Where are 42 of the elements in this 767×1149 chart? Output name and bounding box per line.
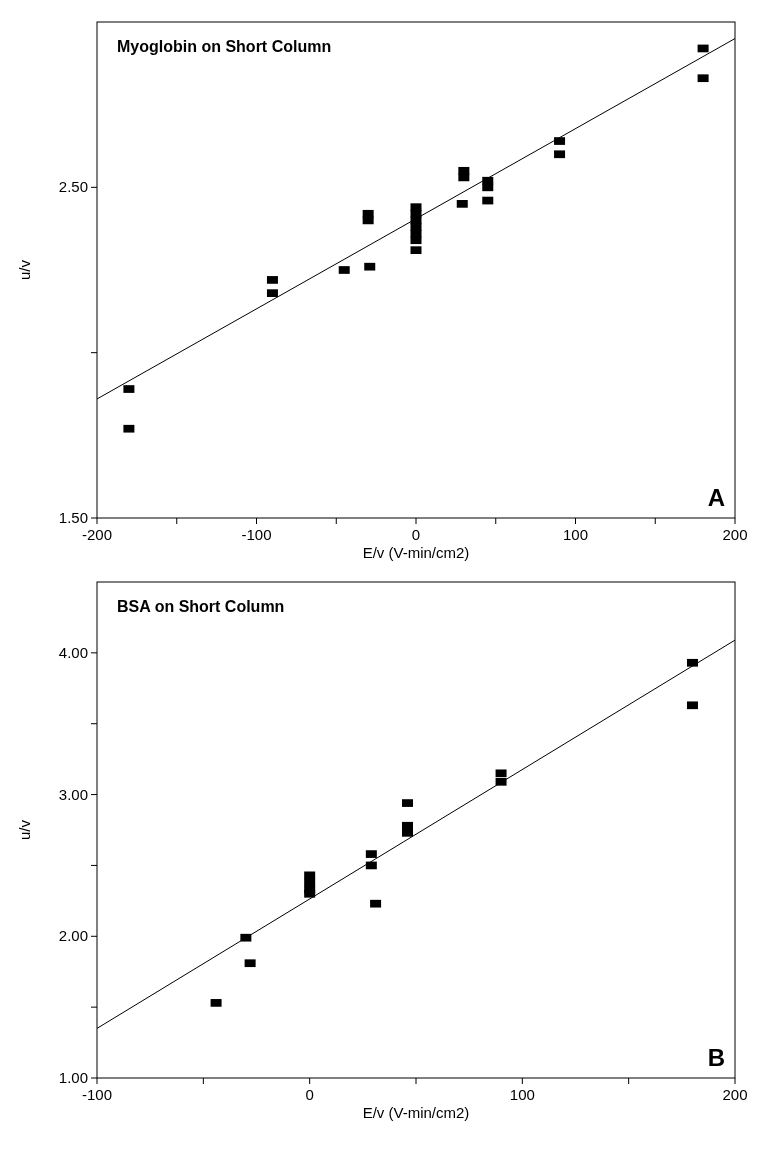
y-tick-label: 2.00 [58, 927, 88, 945]
point [697, 44, 709, 53]
point [482, 183, 494, 192]
y-tick-label: 1.00 [58, 1069, 88, 1086]
point [401, 821, 413, 830]
y-axis-title: u/v [16, 819, 33, 841]
y-tick-label: 2.50 [58, 178, 88, 196]
point [410, 236, 422, 245]
x-tick-label: 100 [562, 526, 589, 543]
y-tick-label: 1.50 [58, 509, 88, 526]
point [554, 150, 566, 159]
annotation: Myoglobin on Short Column [117, 38, 332, 55]
point [370, 899, 382, 908]
x-axis-title: E/v (V-min/cm2) [362, 544, 470, 561]
point [362, 216, 374, 225]
x-tick-label: 0 [305, 1086, 314, 1103]
point [304, 871, 316, 880]
x-tick-label: -100 [81, 1086, 113, 1103]
x-tick-label: 100 [509, 1086, 535, 1103]
point [482, 196, 494, 205]
point [364, 262, 376, 271]
x-tick-label: 200 [722, 526, 748, 543]
y-tick-label: 4.00 [58, 643, 88, 661]
x-tick-label: -200 [81, 526, 113, 543]
x-tick-label: 200 [722, 1086, 748, 1103]
point [304, 889, 316, 898]
point [495, 769, 507, 778]
point [244, 959, 256, 968]
point [401, 828, 413, 837]
annotation: A [707, 484, 725, 511]
y-tick-label: 3.00 [58, 785, 88, 803]
point [697, 74, 709, 83]
x-axis-title: E/v (V-min/cm2) [362, 1104, 470, 1121]
point [686, 701, 698, 710]
point [458, 173, 470, 182]
x-tick-label: 0 [411, 526, 421, 543]
point [410, 246, 422, 255]
annotation: B [707, 1044, 725, 1071]
x-tick-label: -100 [241, 526, 272, 543]
point [123, 424, 135, 433]
annotation: BSA on Short Column [117, 598, 285, 615]
y-axis-title: u/v [16, 259, 33, 281]
